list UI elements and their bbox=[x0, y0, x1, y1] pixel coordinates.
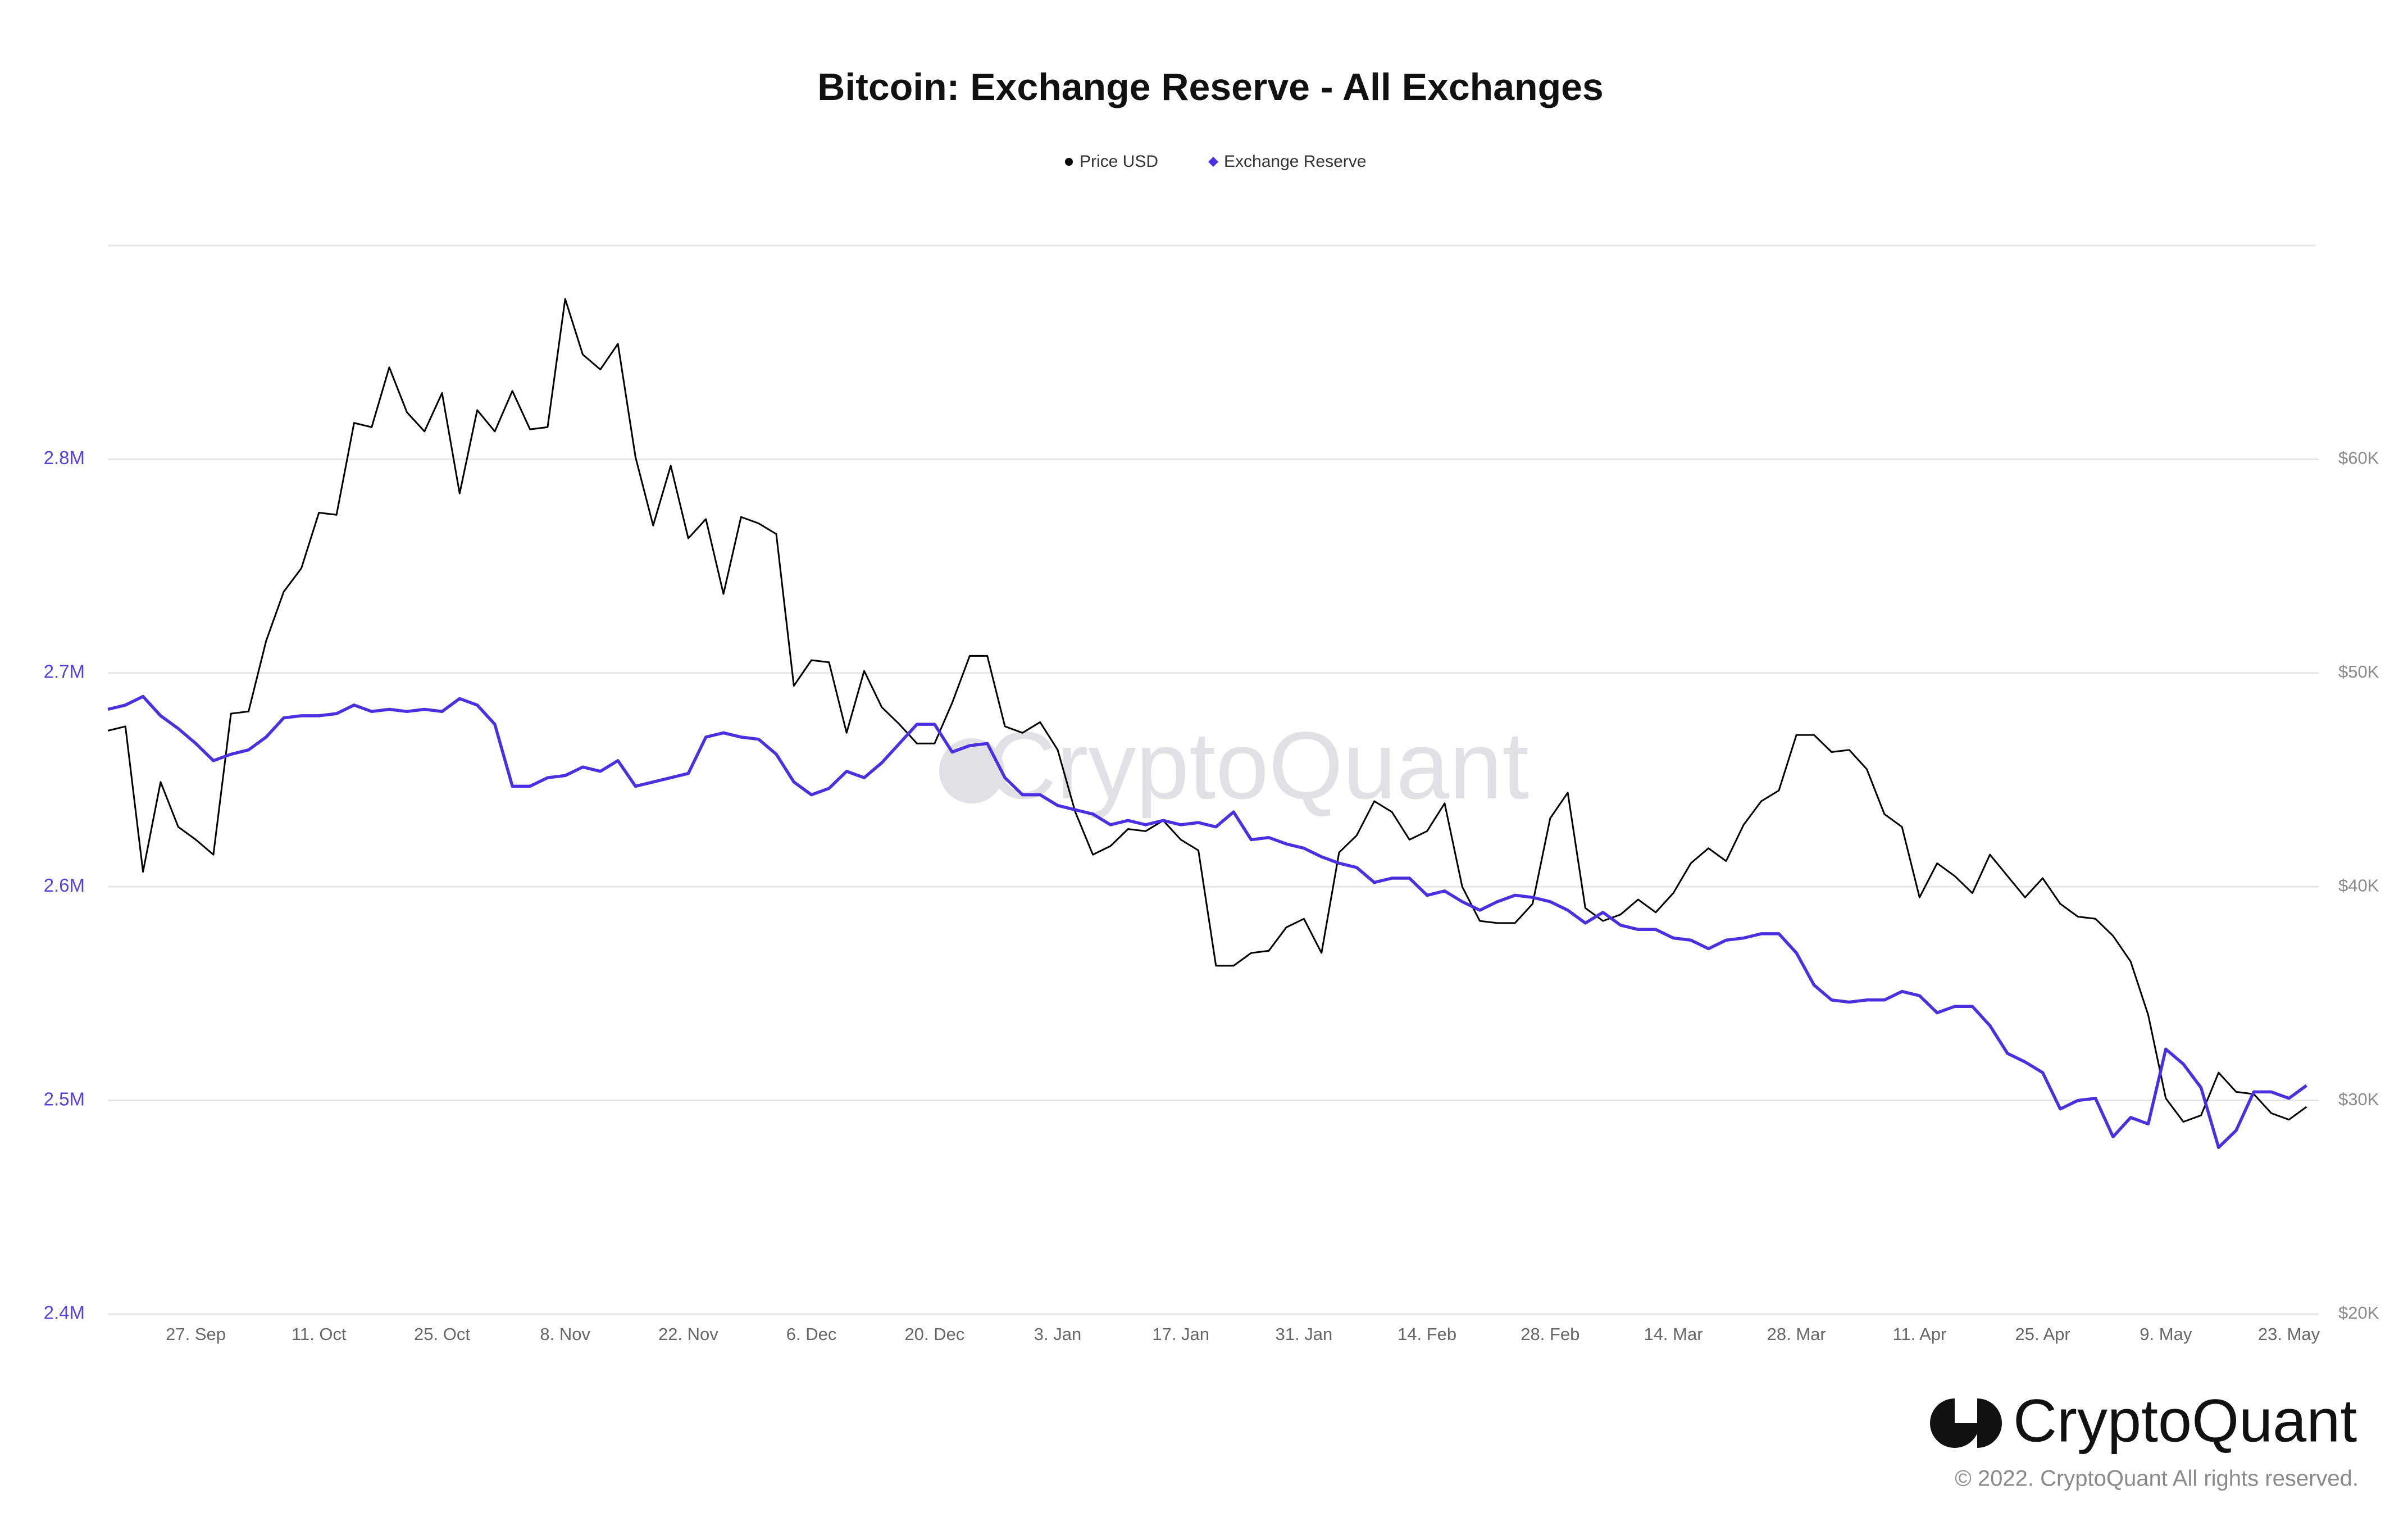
watermark-text: CryptoQuant bbox=[987, 712, 1529, 819]
y-tick-label: 2.5M bbox=[44, 1088, 85, 1109]
x-tick-label: 31. Jan bbox=[1276, 1324, 1333, 1344]
x-tick-label: 28. Mar bbox=[1767, 1324, 1826, 1344]
legend-marker bbox=[1208, 157, 1218, 167]
y2-tick-label: $50K bbox=[2338, 662, 2379, 682]
y-tick-label: 2.6M bbox=[44, 875, 85, 896]
x-tick-label: 3. Jan bbox=[1034, 1324, 1081, 1344]
legend-marker bbox=[1065, 158, 1073, 166]
x-tick-label: 28. Feb bbox=[1521, 1324, 1579, 1344]
x-tick-label: 14. Feb bbox=[1398, 1324, 1456, 1344]
x-tick-label: 6. Dec bbox=[786, 1324, 837, 1344]
lines bbox=[107, 298, 2307, 1150]
brand-name: CryptoQuant bbox=[2013, 1387, 2357, 1455]
legend-label: Exchange Reserve bbox=[1224, 152, 1366, 171]
x-tick-label: 11. Apr bbox=[1892, 1324, 1946, 1344]
watermark-logo bbox=[939, 738, 1004, 803]
x-tick-label: 8. Nov bbox=[540, 1324, 590, 1344]
x-tick-label: 23. May bbox=[2258, 1324, 2320, 1344]
y2-tick-label: $30K bbox=[2338, 1089, 2379, 1109]
y2-tick-label: $40K bbox=[2338, 875, 2379, 895]
x-tick-label: 11. Oct bbox=[292, 1324, 347, 1344]
y2-tick-label: $20K bbox=[2338, 1303, 2379, 1323]
watermark: CryptoQuant bbox=[939, 712, 1529, 819]
x-tick-label: 17. Jan bbox=[1152, 1324, 1209, 1344]
grid bbox=[108, 458, 2315, 1315]
y-tick-label: 2.4M bbox=[44, 1302, 85, 1323]
series-line bbox=[107, 694, 2307, 1150]
y-tick-label: 2.7M bbox=[44, 661, 85, 682]
x-tick-label: 27. Sep bbox=[166, 1324, 226, 1344]
footer: CryptoQuant © 2022. CryptoQuant All righ… bbox=[1930, 1387, 2359, 1491]
x-tick-label: 22. Nov bbox=[658, 1324, 718, 1344]
y2-tick-label: $60K bbox=[2338, 448, 2379, 468]
legend: Price USD Exchange Reserve bbox=[1065, 152, 1366, 171]
x-tick-label: 20. Dec bbox=[904, 1324, 964, 1344]
x-tick-label: 9. May bbox=[2140, 1324, 2192, 1344]
brand-logo-right bbox=[1977, 1398, 2002, 1448]
y-tick-label: 2.8M bbox=[44, 447, 85, 468]
series-line bbox=[107, 298, 2307, 1123]
x-tick-label: 25. Oct bbox=[414, 1324, 470, 1344]
x-tick-label: 25. Apr bbox=[2015, 1324, 2070, 1344]
legend-label: Price USD bbox=[1080, 152, 1158, 171]
chart-title: Bitcoin: Exchange Reserve - All Exchange… bbox=[817, 66, 1604, 108]
brand-logo-left bbox=[1930, 1398, 1979, 1448]
axes: 2.4M 2.5M 2.6M 2.7M 2.8M $20K $30K $40K $50K $60K… bbox=[44, 447, 2379, 1344]
x-tick-label: 14. Mar bbox=[1644, 1324, 1703, 1344]
copyright: © 2022. CryptoQuant All rights reserved. bbox=[1955, 1466, 2359, 1491]
